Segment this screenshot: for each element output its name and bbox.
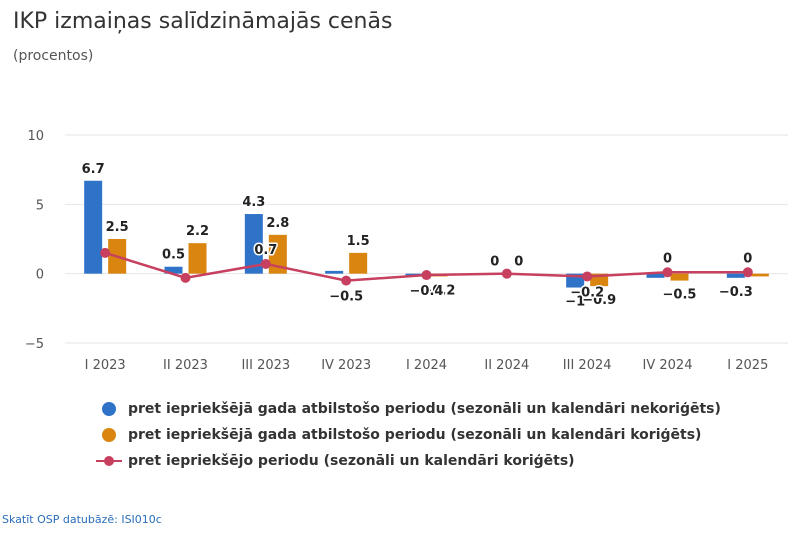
line-point xyxy=(742,267,753,278)
y-tick-label: 10 xyxy=(27,129,44,144)
data-label: 4.3 xyxy=(242,195,265,210)
chart-subtitle: (procentos) xyxy=(13,48,94,64)
x-tick-label: I 2023 xyxy=(85,358,126,373)
data-label: 0 xyxy=(514,255,523,270)
x-tick-label: II 2024 xyxy=(484,358,529,373)
legend-item-series-1[interactable]: pret iepriekšējā gada atbilstošo periodu… xyxy=(96,396,721,422)
bar xyxy=(726,273,745,278)
y-tick-label: 5 xyxy=(36,198,44,213)
x-tick-label: II 2023 xyxy=(163,358,208,373)
line-point xyxy=(662,267,673,278)
line-point xyxy=(180,272,191,283)
bar xyxy=(670,273,689,281)
data-label: 2.5 xyxy=(106,220,129,235)
bar xyxy=(188,243,207,274)
data-label: 0 xyxy=(663,251,672,266)
data-label: −0.5 xyxy=(329,290,363,305)
x-tick-label: III 2024 xyxy=(563,358,612,373)
legend-label: pret iepriekšējā gada atbilstošo periodu… xyxy=(128,427,702,443)
source-link[interactable]: Skatīt OSP datubāzē: ISI010c xyxy=(2,513,162,526)
line-point xyxy=(341,275,352,286)
y-tick-label: −5 xyxy=(25,337,44,352)
y-tick-label: 0 xyxy=(36,268,44,283)
x-tick-label: I 2025 xyxy=(727,358,768,373)
legend-label: pret iepriekšējā gada atbilstošo periodu… xyxy=(128,401,721,417)
data-label: −0.4 xyxy=(410,284,444,299)
bar xyxy=(325,270,344,274)
data-label: −0.2 xyxy=(570,285,604,300)
bar xyxy=(349,252,368,274)
data-label: 2.8 xyxy=(266,216,289,231)
legend-item-series-3[interactable]: pret iepriekšējo periodu (sezonāli un ka… xyxy=(96,448,721,474)
legend-line-icon xyxy=(96,454,122,468)
x-tick-label: III 2023 xyxy=(241,358,290,373)
data-label: 6.7 xyxy=(82,162,105,177)
chart-title: IKP izmaiņas salīdzināmajās cenās xyxy=(13,9,393,34)
data-label: −0.9 xyxy=(582,293,616,308)
line-point xyxy=(100,247,111,258)
data-label: −0.5 xyxy=(663,288,697,303)
x-tick-label: I 2024 xyxy=(406,358,447,373)
chart-plot: 10 5 0 −5 I 2023 II 2023 III 2023 IV 2023 I 2024… xyxy=(25,129,788,373)
bar xyxy=(646,273,665,278)
line-point xyxy=(582,271,593,282)
x-tick-label: IV 2024 xyxy=(643,358,693,373)
bar xyxy=(84,180,103,274)
bar xyxy=(164,266,183,274)
line-point xyxy=(260,258,271,269)
data-label: 2.2 xyxy=(186,224,209,239)
legend-item-series-2[interactable]: pret iepriekšējā gada atbilstošo periodu… xyxy=(96,422,721,448)
bar xyxy=(750,273,769,277)
data-label: 0 xyxy=(743,251,752,266)
bar xyxy=(268,234,287,274)
x-tick-label: IV 2023 xyxy=(321,358,371,373)
data-label: −1 xyxy=(565,295,585,310)
line-point xyxy=(421,270,432,281)
line-point xyxy=(501,268,512,279)
data-label: 1.5 xyxy=(347,234,370,249)
legend-dot-icon xyxy=(96,428,122,442)
legend: pret iepriekšējā gada atbilstošo periodu… xyxy=(96,396,721,474)
legend-dot-icon xyxy=(96,402,122,416)
data-label: 0 xyxy=(490,255,499,270)
data-label: −0.2 xyxy=(422,283,456,298)
data-label: −0.3 xyxy=(719,285,753,300)
data-label: 0.5 xyxy=(162,248,185,263)
data-label: 0.7 xyxy=(254,243,277,258)
bar xyxy=(244,214,263,274)
legend-label: pret iepriekšējo periodu (sezonāli un ka… xyxy=(128,453,575,469)
